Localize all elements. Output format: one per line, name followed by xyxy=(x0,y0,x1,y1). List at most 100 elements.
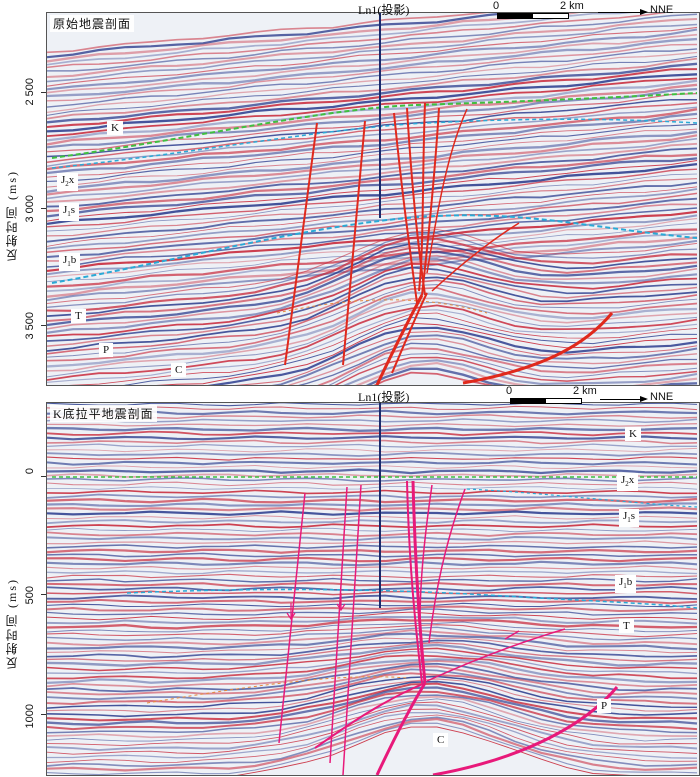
seismic-reflector xyxy=(47,157,698,218)
seismic-reflector xyxy=(47,55,698,116)
seismic-reflector xyxy=(47,716,698,768)
horizon-j1b xyxy=(126,588,698,609)
seismic-reflector xyxy=(47,426,698,432)
seismic-reflector xyxy=(47,232,698,308)
seismic-reflector xyxy=(47,552,698,558)
seismic-reflector xyxy=(47,13,698,72)
formation-c: C xyxy=(433,733,449,747)
seismic-reflector xyxy=(156,322,698,385)
seismic-reflector xyxy=(328,352,698,385)
seismic-reflector xyxy=(47,228,698,288)
seismic-reflector xyxy=(47,611,698,621)
fault-6 xyxy=(419,484,433,664)
fault-2 xyxy=(342,120,366,366)
interpretation-overlay xyxy=(51,13,698,385)
fault-3 xyxy=(342,484,362,775)
seismic-reflector xyxy=(47,460,698,466)
seismic-reflector xyxy=(47,605,698,613)
seismic-reflector xyxy=(47,451,698,457)
seismic-reflector xyxy=(47,711,698,759)
formation-j1s: J1s xyxy=(619,509,640,528)
fault-left-low xyxy=(314,682,426,749)
seismic-reflector xyxy=(47,582,698,588)
seismic-reflector xyxy=(47,647,698,672)
seismic-reflector xyxy=(47,662,698,693)
well-label: Ln1(投影) xyxy=(358,3,410,17)
seismic-reflector xyxy=(47,43,698,102)
seismic-reflector xyxy=(47,489,697,495)
north-arrow-icon xyxy=(640,396,648,402)
seismic-reflector xyxy=(47,497,698,504)
seismic-reflector xyxy=(47,556,698,563)
seismic-reflector xyxy=(236,726,631,775)
seismic-reflector xyxy=(47,137,698,200)
seismic-reflector xyxy=(47,717,698,772)
seismic-reflector xyxy=(47,493,698,499)
formation-t: T xyxy=(619,619,634,633)
seismic-reflector xyxy=(47,250,698,327)
fault-arrow xyxy=(516,742,538,754)
seismic-reflector xyxy=(298,342,697,385)
formation-p: P xyxy=(597,699,612,713)
seismic-reflector xyxy=(47,714,698,764)
fault-arrow xyxy=(504,630,520,640)
seismic-reflector xyxy=(47,130,698,193)
seismic-reflector xyxy=(47,17,698,79)
y-tick-3500: 3 500 xyxy=(24,312,36,340)
seismic-reflector xyxy=(47,680,698,718)
fault-5 xyxy=(418,102,426,292)
seismic-reflector xyxy=(47,210,698,273)
fault-1 xyxy=(284,122,318,366)
seismic-reflector xyxy=(47,430,698,437)
seismic-reflector xyxy=(47,258,698,334)
seismic-reflector xyxy=(47,272,698,347)
seismic-reflector xyxy=(47,690,698,731)
seismic-reflector xyxy=(47,465,698,469)
formation-j2x: J2x xyxy=(617,473,639,492)
seismic-reflector xyxy=(47,654,698,680)
fault-main xyxy=(375,294,424,385)
well-label: Ln1(投影) xyxy=(358,390,410,404)
seismic-reflector xyxy=(47,37,698,98)
seismic-reflector xyxy=(47,665,698,696)
fault-6 xyxy=(421,107,440,296)
seismic-reflector xyxy=(47,629,698,647)
fault-arrow xyxy=(286,603,296,621)
seismic-reflector xyxy=(47,13,489,54)
y-axis-label: 反射时间 (ms) xyxy=(5,578,19,669)
seismic-reflector xyxy=(47,192,698,253)
seismic-reflector xyxy=(47,228,698,305)
seismic-reflector xyxy=(47,112,698,175)
formation-k: K xyxy=(107,121,123,135)
seismic-reflector xyxy=(47,518,698,525)
seismic-reflector xyxy=(47,621,698,633)
seismic-reflector xyxy=(47,117,698,178)
seismic-reflector xyxy=(47,632,698,651)
seismic-reflector xyxy=(47,624,698,638)
seismic-reflector xyxy=(47,239,698,302)
seismic-reflector xyxy=(47,531,698,537)
formation-t: T xyxy=(71,309,86,323)
seismic-reflector xyxy=(47,637,698,654)
seismic-reflector xyxy=(47,594,698,600)
direction-label: NNE xyxy=(650,4,674,16)
seismic-reflector xyxy=(47,675,698,709)
seismic-reflector xyxy=(47,134,698,196)
north-arrow-line xyxy=(598,12,646,13)
scale-bar xyxy=(510,398,582,404)
direction-label: NNE xyxy=(650,391,674,403)
seismic-reflector xyxy=(47,57,698,120)
seismic-reflector xyxy=(317,347,698,385)
seismic-reflector xyxy=(47,569,698,575)
seismic-reflector xyxy=(47,284,698,358)
seismic-reflector xyxy=(47,153,698,213)
seismic-reflector xyxy=(47,527,698,533)
seismic-reflector xyxy=(365,367,698,385)
seismic-reflector xyxy=(47,523,698,529)
seismic-reflector xyxy=(47,447,698,453)
seismic-reflector xyxy=(47,608,698,616)
fault-right xyxy=(432,686,619,775)
seismic-reflector xyxy=(47,548,698,554)
seismic-reflector xyxy=(47,510,698,516)
seismic-reflector xyxy=(47,188,698,250)
